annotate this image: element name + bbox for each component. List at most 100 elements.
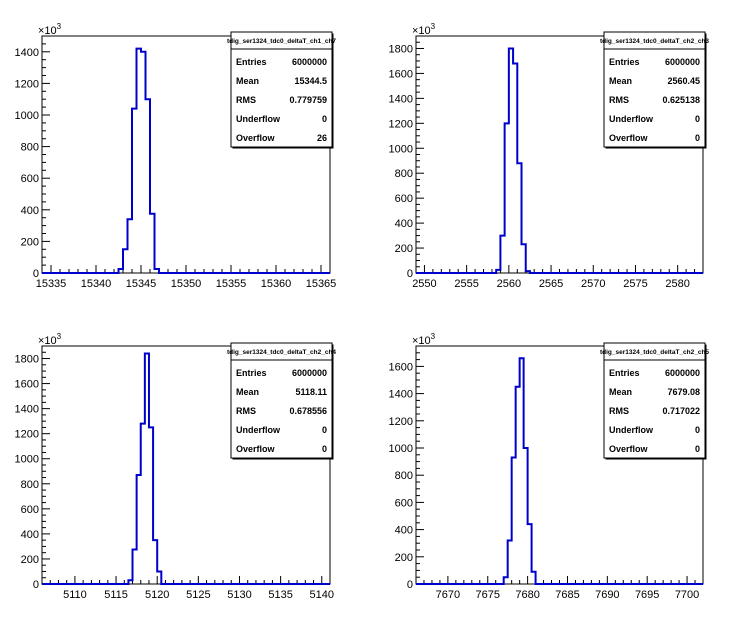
x-tick-label: 15340 bbox=[81, 278, 112, 290]
y-tick-label: 1600 bbox=[15, 379, 39, 391]
x-tick-label: 5115 bbox=[104, 589, 128, 601]
x-axis: 15335 15340 15345 15350 15355 15360 15365 bbox=[36, 265, 337, 290]
stats-label: Mean bbox=[236, 387, 259, 397]
x-tick-label: 15355 bbox=[216, 278, 247, 290]
x-tick-label: 2560 bbox=[497, 278, 521, 290]
y-tick-label: 1600 bbox=[389, 68, 413, 80]
histogram-title: tdig_ser1324_tdc0_deltaT_ch2_ch5 bbox=[600, 349, 709, 356]
y-tick-label: 200 bbox=[395, 243, 413, 255]
stats-box-frame bbox=[603, 342, 706, 459]
x-tick-label: 5140 bbox=[310, 589, 334, 601]
y-tick-label: 400 bbox=[395, 218, 413, 230]
stats-value: 2560.45 bbox=[667, 76, 700, 86]
x-tick-label: 2575 bbox=[623, 278, 647, 290]
histogram-title: tdig_ser1324_tdc0_deltaT_ch2_ch4 bbox=[227, 349, 336, 356]
x-tick-label: 2550 bbox=[412, 278, 436, 290]
stats-label: Mean bbox=[236, 76, 259, 86]
y-tick-label: 1400 bbox=[389, 389, 413, 401]
y-tick-label: 1000 bbox=[389, 143, 413, 155]
stats-value: 0.625138 bbox=[662, 95, 700, 105]
x-tick-label: 7680 bbox=[515, 589, 539, 601]
stats-label: RMS bbox=[236, 95, 256, 105]
stats-box: tdig_ser1324_tdc0_deltaT_ch1_ch7 Entries 6… bbox=[227, 31, 336, 149]
histogram-title: tdig_ser1324_tdc0_deltaT_ch1_ch7 bbox=[227, 38, 336, 45]
y-tick-label: 1000 bbox=[15, 454, 39, 466]
x-tick-label: 2570 bbox=[581, 278, 605, 290]
x-tick-label: 5125 bbox=[186, 589, 210, 601]
stats-box-frame bbox=[230, 342, 333, 459]
x-axis: 2550 2555 2560 2565 2570 2575 2580 bbox=[412, 265, 704, 290]
histogram-bins bbox=[119, 49, 160, 273]
y-tick-label: 1400 bbox=[15, 47, 39, 59]
stats-label: Mean bbox=[609, 76, 632, 86]
histogram-panel-3: 5110 5115 5120 5125 5130 5135 5140 0 200 400 600 80… bbox=[15, 332, 337, 601]
x-tick-label: 2555 bbox=[454, 278, 478, 290]
y-tick-label: 1200 bbox=[15, 78, 39, 90]
y-tick-label: 200 bbox=[395, 552, 413, 564]
stats-label: Overflow bbox=[609, 133, 649, 143]
histogram-line bbox=[416, 357, 703, 585]
x-tick-label: 15335 bbox=[36, 278, 67, 290]
y-axis: 0 200 400 600 800 1000 1200 1400 bbox=[15, 35, 50, 280]
y-tick-label: 0 bbox=[407, 268, 413, 280]
stats-label: Underflow bbox=[236, 425, 281, 435]
stats-value: 15344.5 bbox=[294, 76, 327, 86]
y-tick-label: 400 bbox=[395, 525, 413, 537]
y-tick-label: 0 bbox=[33, 268, 39, 280]
histogram-panel-4: 7670 7675 7680 7685 7690 7695 7700 0 200 400 600 80… bbox=[389, 332, 710, 601]
x-tick-label: 7695 bbox=[635, 589, 659, 601]
y-tick-label: 600 bbox=[21, 504, 39, 516]
stats-label: Underflow bbox=[609, 425, 654, 435]
stats-box: tdig_ser1324_tdc0_deltaT_ch2_ch3 Entries 6… bbox=[600, 31, 709, 149]
y-tick-label: 800 bbox=[21, 479, 39, 491]
stats-value: 0 bbox=[695, 444, 700, 454]
stats-label: RMS bbox=[609, 406, 629, 416]
y-tick-label: 1000 bbox=[389, 443, 413, 455]
y-tick-label: 600 bbox=[395, 497, 413, 509]
y-tick-label: 600 bbox=[395, 193, 413, 205]
y-tick-label: 0 bbox=[407, 579, 413, 591]
stats-value: 5118.11 bbox=[295, 387, 327, 397]
stats-label: Underflow bbox=[236, 114, 281, 124]
x-tick-label: 15365 bbox=[306, 278, 337, 290]
y-axis: 0 200 400 600 800 1000 1200 1400 1600 1800 bbox=[389, 35, 424, 280]
histogram-line bbox=[42, 352, 330, 585]
y-tick-label: 1400 bbox=[389, 93, 413, 105]
stats-value: 0.717022 bbox=[662, 406, 700, 416]
y-tick-label: 1800 bbox=[389, 43, 413, 55]
x-tick-label: 15345 bbox=[126, 278, 157, 290]
stats-label: Entries bbox=[609, 368, 640, 378]
y-tick-label: 0 bbox=[33, 579, 39, 591]
y-tick-label: 800 bbox=[395, 470, 413, 482]
x-tick-label: 5110 bbox=[63, 589, 87, 601]
stats-box: tdig_ser1324_tdc0_deltaT_ch2_ch5 Entries 6… bbox=[600, 342, 709, 460]
x-tick-label: 7685 bbox=[555, 589, 579, 601]
histogram-line bbox=[416, 47, 703, 274]
stats-value: 0 bbox=[322, 444, 327, 454]
stats-value: 6000000 bbox=[292, 368, 327, 378]
stats-label: Overflow bbox=[609, 444, 649, 454]
histogram-panel-1: 15335 15340 15345 15350 15355 15360 15365 0 200 4… bbox=[15, 22, 337, 290]
stats-label: Overflow bbox=[236, 133, 276, 143]
stats-value: 7679.08 bbox=[667, 387, 700, 397]
stats-box-frame bbox=[603, 31, 706, 148]
stats-value: 0.678556 bbox=[289, 406, 327, 416]
x-tick-label: 2565 bbox=[539, 278, 563, 290]
stats-box-frame bbox=[230, 31, 333, 148]
x-tick-label: 5130 bbox=[227, 589, 251, 601]
y-axis: 0 200 400 600 800 1000 1200 1400 1600 bbox=[389, 345, 424, 591]
stats-value: 0 bbox=[322, 114, 327, 124]
stats-label: RMS bbox=[609, 95, 629, 105]
y-tick-label: 200 bbox=[21, 236, 39, 248]
x-axis: 7670 7675 7680 7685 7690 7695 7700 bbox=[415, 576, 704, 601]
stats-value: 6000000 bbox=[665, 57, 700, 67]
stats-value: 0 bbox=[322, 425, 327, 435]
stats-value: 0 bbox=[695, 133, 700, 143]
stats-value: 0 bbox=[695, 114, 700, 124]
y-tick-label: 1200 bbox=[389, 416, 413, 428]
stats-value: 0 bbox=[695, 425, 700, 435]
x-tick-label: 5135 bbox=[268, 589, 292, 601]
x-tick-label: 7700 bbox=[675, 589, 699, 601]
y-axis: 0 200 400 600 800 1000 1200 1400 1600 1800 bbox=[15, 345, 50, 591]
